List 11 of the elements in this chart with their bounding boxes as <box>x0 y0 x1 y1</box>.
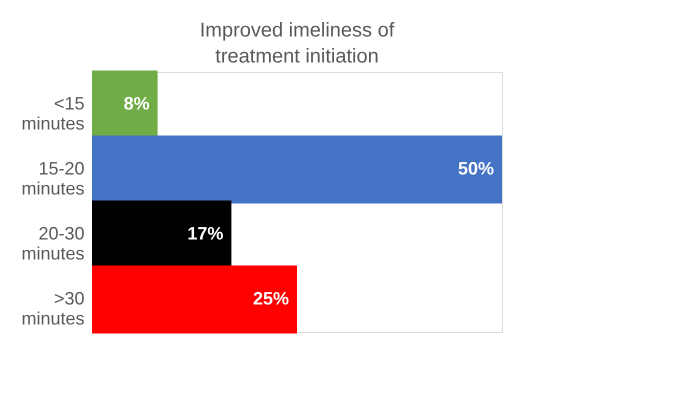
y-tick-label: 20-30 minutes <box>21 224 84 264</box>
bar <box>92 266 297 334</box>
y-tick-label: <15 minutes <box>21 94 84 134</box>
data-label: 17% <box>187 224 224 244</box>
data-label: 25% <box>252 288 289 308</box>
bar <box>92 136 502 204</box>
chart-title: Improved imeliness of treatment initiation <box>200 20 395 68</box>
data-label: 8% <box>124 94 150 114</box>
y-tick-label: >30 minutes <box>21 288 84 328</box>
data-label: 50% <box>458 158 494 178</box>
y-tick-label: 15-20 minutes <box>21 158 84 198</box>
